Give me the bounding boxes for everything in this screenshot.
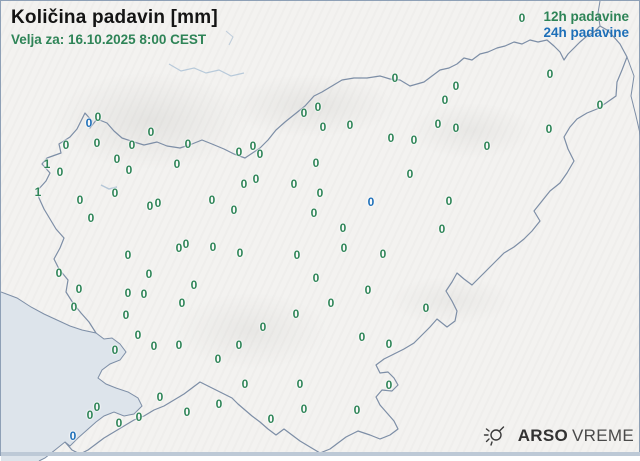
river-line-small	[225, 30, 234, 46]
bottom-strip	[1, 452, 640, 456]
legend-12h-padavine[interactable]: 12h padavine	[543, 9, 629, 24]
logo-vreme: VREME	[572, 426, 634, 445]
arso-vreme-logo: ARSO VREME	[482, 424, 634, 448]
page-title: Količina padavin [mm]	[11, 7, 218, 28]
logo-text: ARSO VREME	[518, 426, 634, 446]
coastline	[1, 291, 143, 461]
border-hungary-croatia	[626, 56, 640, 136]
legend-24h-padavine[interactable]: 24h padavine	[543, 25, 629, 40]
sea-area	[1, 292, 142, 461]
river-line	[168, 63, 245, 77]
lake-line	[100, 184, 118, 190]
border-austria-hungary	[597, 1, 601, 27]
map-header: Količina padavin [mm] Velja za: 16.10.20…	[11, 7, 218, 47]
logo-arso: ARSO	[517, 426, 569, 445]
legend: 12h padavine 24h padavine	[543, 9, 629, 41]
sun-icon	[483, 426, 504, 446]
slovenia-border	[36, 25, 628, 455]
valid-time: Velja za: 16.10.2025 8:00 CEST	[11, 32, 207, 47]
